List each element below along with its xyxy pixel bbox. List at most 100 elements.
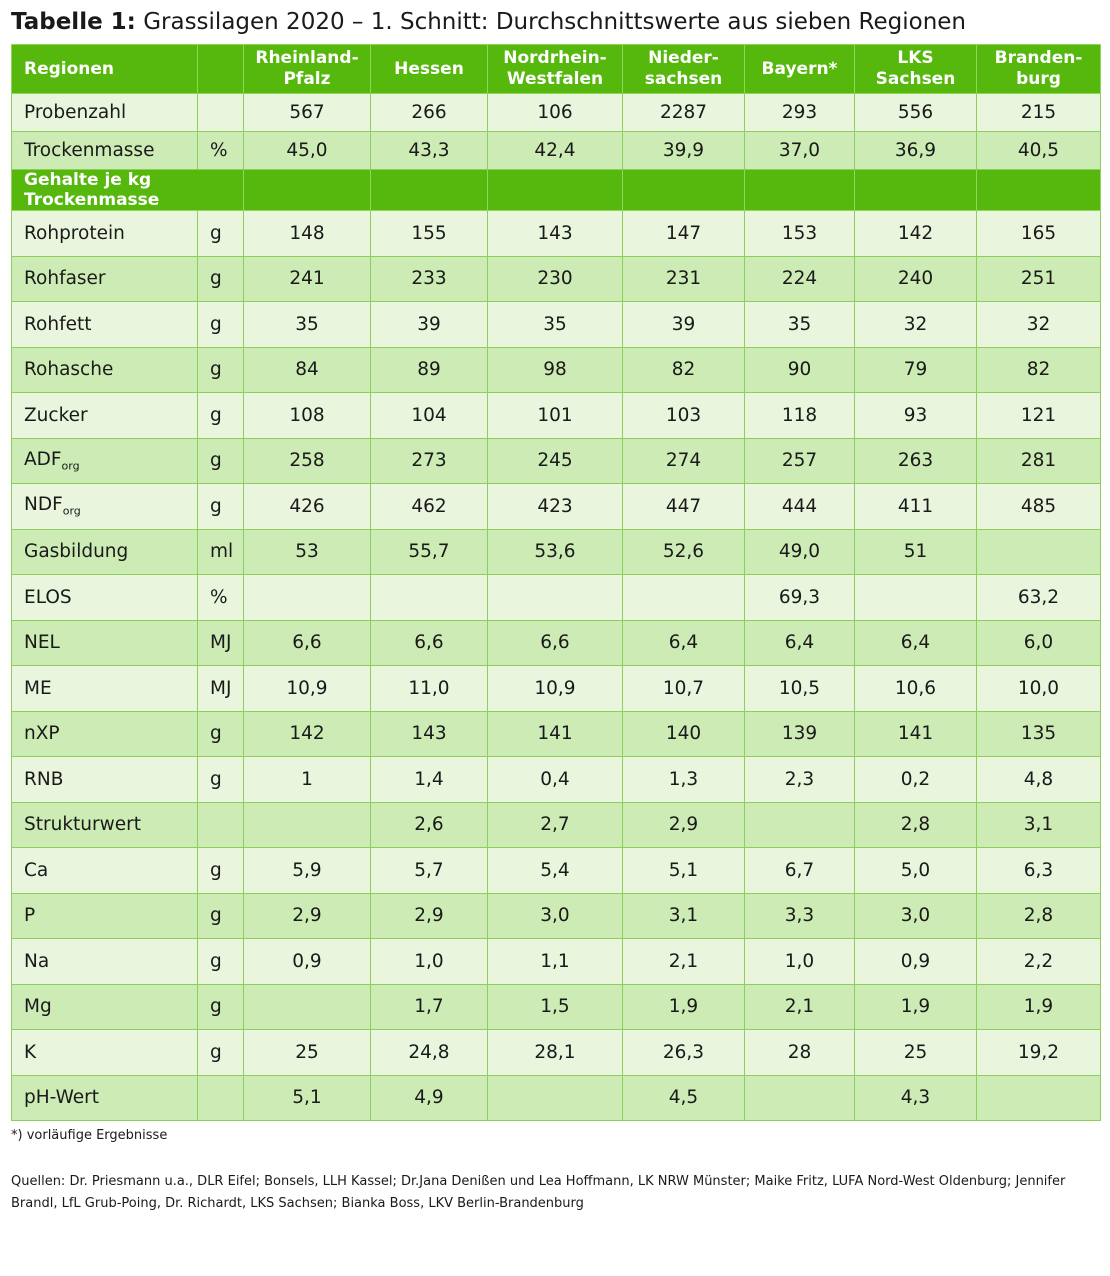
- value-cell: 40,5: [976, 131, 1101, 170]
- value-cell: 2,6: [370, 801, 488, 848]
- value-cell: 0,4: [487, 756, 623, 803]
- row-label: K: [11, 1029, 198, 1076]
- value-cell: 89: [370, 346, 488, 393]
- value-cell: 141: [854, 710, 977, 757]
- value-cell: 103: [622, 392, 745, 439]
- value-cell: 139: [744, 710, 855, 757]
- value-cell: 567: [243, 93, 371, 132]
- row-unit: [197, 801, 244, 848]
- value-cell: 55,7: [370, 528, 488, 575]
- row-unit: MJ: [197, 619, 244, 666]
- value-cell: [976, 528, 1101, 575]
- row-label: Rohasche: [11, 346, 198, 393]
- value-cell: 6,6: [243, 619, 371, 666]
- value-cell: 39: [370, 301, 488, 348]
- value-cell: 1,5: [487, 983, 623, 1030]
- value-cell: [487, 574, 623, 621]
- value-cell: 28,1: [487, 1029, 623, 1076]
- value-cell: 10,6: [854, 665, 977, 712]
- section-cell: [622, 169, 745, 211]
- row-label: Probenzahl: [11, 93, 198, 132]
- header-region: Branden-burg: [976, 44, 1101, 94]
- value-cell: 2,9: [622, 801, 745, 848]
- value-cell: [744, 801, 855, 848]
- value-cell: 25: [854, 1029, 977, 1076]
- sources-text: Quellen: Dr. Priesmann u.a., DLR Eifel; …: [11, 1174, 1066, 1211]
- value-cell: 98: [487, 346, 623, 393]
- row-label: Trockenmasse: [11, 131, 198, 170]
- value-cell: 52,6: [622, 528, 745, 575]
- value-cell: 143: [370, 710, 488, 757]
- value-cell: 148: [243, 210, 371, 257]
- value-cell: 241: [243, 255, 371, 302]
- value-cell: 69,3: [744, 574, 855, 621]
- row-unit: %: [197, 574, 244, 621]
- table-row: Mg g 1,7 1,5 1,9 2,1 1,9 1,9: [11, 983, 1101, 1030]
- row-label: NDForg: [11, 483, 198, 530]
- value-cell: 1,9: [854, 983, 977, 1030]
- row-unit: g: [197, 710, 244, 757]
- value-cell: 135: [976, 710, 1101, 757]
- value-cell: 2287: [622, 93, 745, 132]
- value-cell: 251: [976, 255, 1101, 302]
- value-cell: 104: [370, 392, 488, 439]
- value-cell: 293: [744, 93, 855, 132]
- value-cell: 266: [370, 93, 488, 132]
- table-caption: Grassilagen 2020 – 1. Schnitt: Durchschn…: [143, 9, 966, 35]
- value-cell: 485: [976, 483, 1101, 530]
- row-unit: [197, 93, 244, 132]
- value-cell: 106: [487, 93, 623, 132]
- row-label: Rohprotein: [11, 210, 198, 257]
- row-unit: g: [197, 938, 244, 985]
- table-row: Probenzahl 567 266 106 2287 293 556 215: [11, 93, 1101, 132]
- value-cell: 35: [243, 301, 371, 348]
- value-cell: 5,4: [487, 847, 623, 894]
- value-cell: 45,0: [243, 131, 371, 170]
- row-unit: g: [197, 255, 244, 302]
- value-cell: 447: [622, 483, 745, 530]
- value-cell: 231: [622, 255, 745, 302]
- value-cell: 2,1: [744, 983, 855, 1030]
- value-cell: 142: [243, 710, 371, 757]
- value-cell: 257: [744, 437, 855, 484]
- value-cell: 5,9: [243, 847, 371, 894]
- value-cell: 6,6: [487, 619, 623, 666]
- section-row: Gehalte je kg Trockenmasse: [11, 169, 1101, 211]
- row-label: ELOS: [11, 574, 198, 621]
- value-cell: 39,9: [622, 131, 745, 170]
- value-cell: 35: [744, 301, 855, 348]
- value-cell: 258: [243, 437, 371, 484]
- data-table: Regionen Rheinland- Pfalz Hessen Nordrhei…: [11, 44, 1101, 1121]
- header-unit: [197, 44, 244, 94]
- value-cell: 49,0: [744, 528, 855, 575]
- value-cell: 3,0: [854, 892, 977, 939]
- row-label: P: [11, 892, 198, 939]
- value-cell: 6,6: [370, 619, 488, 666]
- row-label: NEL: [11, 619, 198, 666]
- value-cell: 4,8: [976, 756, 1101, 803]
- value-cell: 147: [622, 210, 745, 257]
- row-label: Ca: [11, 847, 198, 894]
- value-cell: 4,3: [854, 1074, 977, 1121]
- section-label: Gehalte je kg Trockenmasse: [11, 169, 244, 211]
- row-label: Strukturwert: [11, 801, 198, 848]
- value-cell: 1,4: [370, 756, 488, 803]
- value-cell: 11,0: [370, 665, 488, 712]
- value-cell: [744, 1074, 855, 1121]
- value-cell: 6,4: [854, 619, 977, 666]
- value-cell: 462: [370, 483, 488, 530]
- value-cell: 2,7: [487, 801, 623, 848]
- row-label: Rohfaser: [11, 255, 198, 302]
- row-label: RNB: [11, 756, 198, 803]
- value-cell: 10,9: [487, 665, 623, 712]
- header-region: Hessen: [370, 44, 488, 94]
- value-cell: 19,2: [976, 1029, 1101, 1076]
- value-cell: 1,1: [487, 938, 623, 985]
- value-cell: [487, 1074, 623, 1121]
- value-cell: 28: [744, 1029, 855, 1076]
- value-cell: [243, 574, 371, 621]
- value-cell: 26,3: [622, 1029, 745, 1076]
- value-cell: 153: [744, 210, 855, 257]
- value-cell: [622, 574, 745, 621]
- value-cell: 63,2: [976, 574, 1101, 621]
